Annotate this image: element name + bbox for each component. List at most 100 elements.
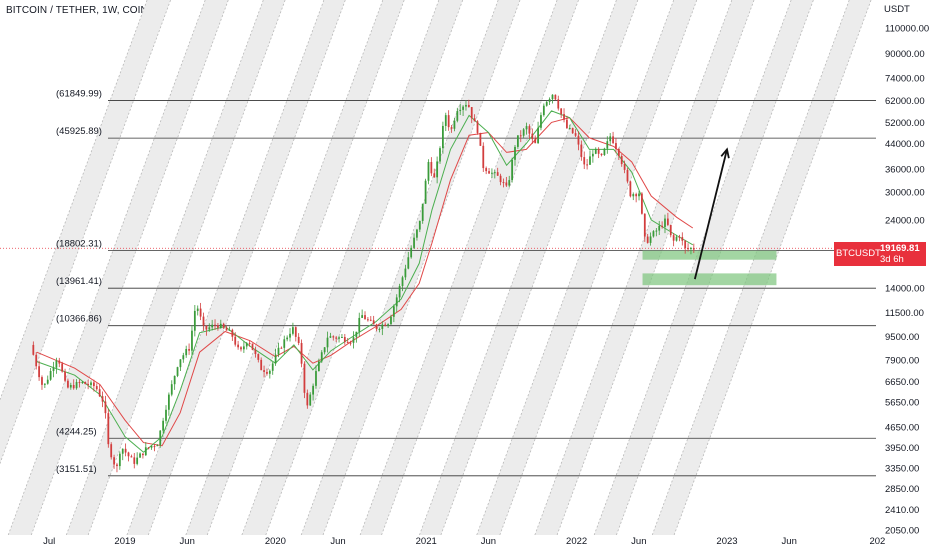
candle-body — [84, 381, 87, 385]
candle-body — [658, 225, 661, 231]
x-tick-label: Jul — [43, 536, 55, 547]
candle-body — [202, 316, 205, 326]
candle-body — [542, 105, 545, 116]
x-tick-label: Jun — [481, 536, 496, 547]
candle-body — [90, 382, 92, 386]
candle-body — [268, 370, 271, 374]
channel-line — [322, 0, 521, 535]
channel-line — [265, 0, 464, 535]
candle-body — [493, 172, 496, 174]
candle-body — [591, 153, 594, 157]
candle-body — [554, 94, 557, 100]
candle-body — [545, 101, 548, 106]
y-tick-label: 2050.00 — [885, 526, 919, 537]
candle-body — [626, 169, 629, 182]
y-tick-label: 36000.00 — [885, 164, 925, 175]
candle-body — [162, 420, 165, 431]
channel-band — [0, 0, 171, 464]
candle-body — [649, 236, 652, 243]
candle-body — [35, 354, 38, 367]
candle-body — [147, 447, 150, 449]
price-marker-countdown: 3d 6h — [880, 254, 904, 266]
candle-body — [286, 337, 289, 340]
level-label: (45925.89) — [56, 126, 102, 137]
candle-body — [237, 344, 240, 348]
candle-body — [612, 136, 614, 144]
support-zones[interactable] — [642, 250, 777, 286]
candle-body — [378, 328, 381, 330]
candle-body — [113, 457, 115, 465]
candle-body — [560, 108, 563, 115]
candle-body — [577, 135, 580, 145]
candle-body — [315, 371, 317, 386]
channel-band — [185, 0, 405, 535]
candle-body — [182, 355, 185, 360]
candle-body — [343, 336, 346, 342]
candle-body — [107, 413, 110, 445]
y-tick-label: 2850.00 — [885, 484, 919, 495]
candle-body — [522, 129, 525, 136]
candle-body — [116, 464, 118, 467]
channel-line — [185, 0, 384, 535]
candle-body — [176, 367, 179, 376]
candle-body — [511, 159, 514, 181]
candle-body — [641, 193, 643, 214]
channel-line — [0, 0, 148, 401]
candle-body — [87, 384, 90, 386]
candle-body — [358, 317, 361, 332]
candle-body — [566, 119, 568, 129]
candle-body — [563, 114, 565, 120]
candle-body — [557, 99, 560, 109]
candle-body — [635, 194, 638, 197]
y-tick-label: 90000.00 — [885, 49, 925, 60]
candle-body — [173, 375, 176, 385]
candle-body — [407, 257, 410, 269]
candle-body — [574, 133, 577, 136]
channel-line — [616, 0, 814, 535]
candle-body — [369, 319, 372, 321]
candle-body — [421, 203, 424, 221]
y-tick-label: 74000.00 — [885, 73, 925, 84]
channel-line — [556, 0, 755, 535]
candle-body — [594, 148, 597, 154]
candle-body — [418, 220, 421, 230]
candle-body — [41, 377, 43, 385]
x-tick-label: Jun — [330, 536, 345, 547]
channel-band — [652, 0, 872, 535]
candle-body — [72, 384, 75, 389]
price-axis[interactable]: USDT 110000.00 90000.00 74000.00 62000.00 52… — [884, 4, 929, 537]
channel-line — [593, 0, 792, 535]
candle-body — [219, 323, 222, 328]
candle-body — [211, 324, 214, 328]
time-axis[interactable]: Jul 2019 Jun 2020 Jun 2021 Jun 2022 Jun 2023 Jun 20… — [43, 536, 885, 547]
candle-body — [430, 161, 433, 174]
candle-body — [586, 164, 589, 166]
candle-body — [150, 446, 153, 448]
candle-body — [338, 337, 340, 339]
level-labels: (61849.99) (45925.89) (18802.31) (13961.41)… — [56, 89, 102, 475]
candle-body — [95, 386, 98, 390]
y-tick-label: 11500.00 — [885, 308, 924, 319]
candle-body — [392, 306, 395, 317]
candle-body — [144, 447, 147, 456]
candle-body — [153, 446, 156, 448]
candle-body — [690, 248, 692, 250]
candle-body — [502, 182, 505, 184]
moving-averages — [36, 110, 694, 453]
candle-body — [283, 339, 286, 348]
candle-body — [427, 161, 430, 181]
channel-line — [206, 0, 405, 535]
projection-arrow[interactable] — [693, 147, 730, 280]
candle-body — [228, 329, 231, 331]
candle-body — [124, 448, 127, 453]
price-marker-value: 19169.81 — [880, 243, 920, 255]
candle-body — [375, 324, 378, 330]
arrow-shaft — [693, 149, 728, 280]
candle-body — [615, 143, 617, 150]
candle-body — [309, 394, 312, 406]
candle-body — [433, 173, 436, 178]
candle-body — [257, 354, 260, 360]
candle-body — [245, 343, 248, 347]
candle-body — [240, 347, 242, 350]
